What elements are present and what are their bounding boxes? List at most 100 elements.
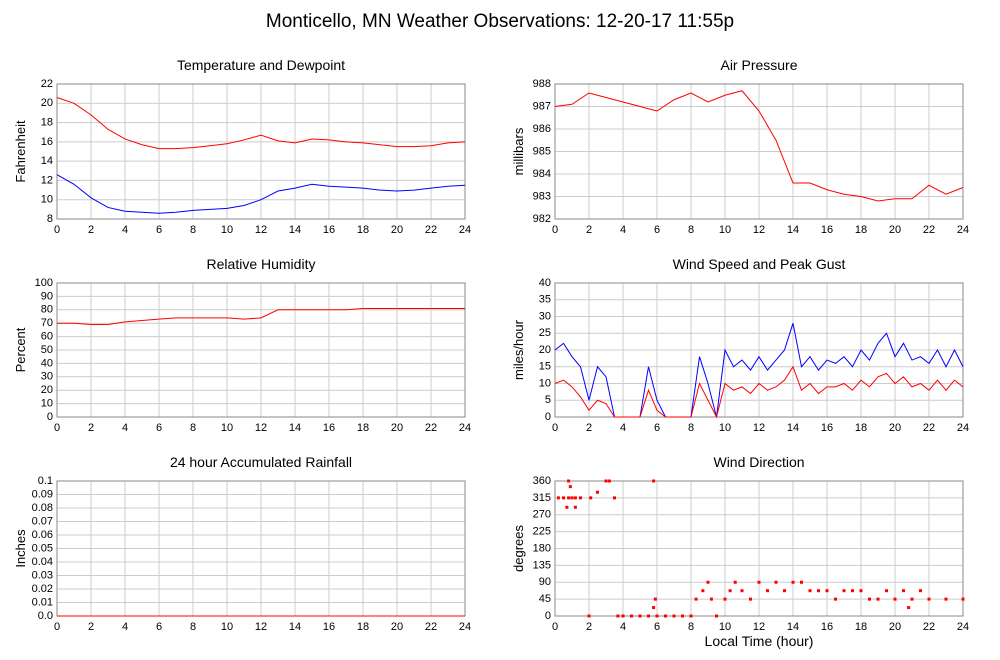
chart-title: Temperature and Dewpoint xyxy=(177,57,345,73)
data-point xyxy=(868,597,871,601)
y-tick-label: 16 xyxy=(41,136,53,148)
data-point xyxy=(859,589,863,593)
data-line xyxy=(57,307,465,326)
x-tick-label: 8 xyxy=(688,621,694,633)
y-tick-label: 983 xyxy=(533,190,551,202)
x-tick-label: 10 xyxy=(221,422,233,434)
data-point xyxy=(728,589,732,593)
x-tick-label: 22 xyxy=(425,621,437,633)
x-tick-label: 8 xyxy=(190,422,196,434)
data-point xyxy=(749,597,752,601)
x-tick-label: 16 xyxy=(821,224,833,236)
x-tick-label: 6 xyxy=(156,422,162,434)
y-tick-label: 80 xyxy=(41,304,53,316)
data-point xyxy=(701,589,705,593)
x-tick-label: 0 xyxy=(552,621,558,633)
figure-title: Monticello, MN Weather Observations: 12-… xyxy=(266,11,734,32)
x-tick-label: 20 xyxy=(391,621,403,633)
y-tick-label: 982 xyxy=(533,213,551,225)
y-tick-label: 35 xyxy=(539,294,551,306)
x-tick-label: 14 xyxy=(289,621,301,633)
data-point xyxy=(774,580,778,584)
data-point xyxy=(842,589,846,593)
y-tick-label: 45 xyxy=(539,593,551,605)
x-tick-label: 18 xyxy=(357,224,369,236)
y-tick-label: 360 xyxy=(533,475,551,487)
data-point xyxy=(817,589,820,593)
data-point xyxy=(613,496,616,500)
data-point xyxy=(723,597,727,601)
data-point xyxy=(664,614,667,618)
x-tick-label: 20 xyxy=(889,621,901,633)
x-tick-label: 4 xyxy=(122,422,128,434)
y-tick-label: 0.06 xyxy=(32,529,53,541)
x-tick-label: 10 xyxy=(719,621,731,633)
x-tick-label: 2 xyxy=(88,224,94,236)
y-axis-label: Percent xyxy=(13,327,28,372)
x-tick-label: 14 xyxy=(787,224,799,236)
y-tick-label: 0 xyxy=(545,610,551,622)
x-tick-label: 12 xyxy=(753,224,765,236)
data-point xyxy=(638,614,642,618)
y-tick-label: 70 xyxy=(41,317,53,329)
data-point xyxy=(927,597,931,601)
y-tick-label: 20 xyxy=(41,384,53,396)
y-tick-label: 984 xyxy=(533,168,551,180)
data-point xyxy=(825,589,829,593)
data-point xyxy=(652,606,656,610)
data-point xyxy=(808,589,812,593)
x-tick-label: 22 xyxy=(923,224,935,236)
y-tick-label: 10 xyxy=(41,398,53,410)
x-tick-label: 14 xyxy=(787,621,799,633)
data-point xyxy=(567,479,571,483)
x-tick-label: 22 xyxy=(923,422,935,434)
data-point xyxy=(579,496,582,500)
y-tick-label: 30 xyxy=(539,310,551,322)
chart-title: Relative Humidity xyxy=(207,256,316,272)
x-tick-label: 12 xyxy=(753,621,765,633)
y-axis-label: miles/hour xyxy=(511,319,526,380)
x-tick-label: 16 xyxy=(821,422,833,434)
x-tick-label: 18 xyxy=(855,422,867,434)
data-point xyxy=(902,589,905,593)
x-tick-label: 4 xyxy=(620,422,626,434)
data-point xyxy=(556,496,560,500)
x-tick-label: 10 xyxy=(221,621,233,633)
y-tick-label: 985 xyxy=(533,145,551,157)
x-tick-label: 24 xyxy=(957,621,969,633)
data-point xyxy=(616,614,620,618)
y-tick-label: 0.05 xyxy=(32,542,53,554)
x-tick-label: 0 xyxy=(54,224,60,236)
data-point xyxy=(757,580,761,584)
y-tick-label: 10 xyxy=(41,194,53,206)
x-tick-label: 16 xyxy=(323,224,335,236)
y-tick-label: 60 xyxy=(41,331,53,343)
x-tick-label: 4 xyxy=(122,224,128,236)
plot-frame xyxy=(554,83,964,220)
data-point xyxy=(961,597,965,601)
y-tick-label: 988 xyxy=(533,78,551,90)
y-tick-label: 0.01 xyxy=(32,596,53,608)
y-tick-label: 270 xyxy=(533,509,551,521)
x-tick-label: 2 xyxy=(586,422,592,434)
data-point xyxy=(570,496,574,500)
data-point xyxy=(573,505,577,509)
y-axis-label: degrees xyxy=(511,525,526,572)
data-point xyxy=(876,597,880,601)
data-point xyxy=(919,589,922,593)
y-tick-label: 5 xyxy=(545,394,551,406)
x-tick-label: 4 xyxy=(620,621,626,633)
x-tick-label: 20 xyxy=(889,422,901,434)
chart-title: Air Pressure xyxy=(720,57,797,73)
data-point xyxy=(783,589,786,593)
data-point xyxy=(589,496,593,500)
y-tick-label: 0.07 xyxy=(32,515,53,527)
x-tick-label: 10 xyxy=(719,422,731,434)
data-line xyxy=(554,365,964,419)
x-tick-label: 8 xyxy=(688,422,694,434)
data-point xyxy=(647,614,650,618)
x-tick-label: 2 xyxy=(88,621,94,633)
data-point xyxy=(709,597,713,601)
x-tick-label: 18 xyxy=(357,621,369,633)
data-point xyxy=(766,589,769,593)
